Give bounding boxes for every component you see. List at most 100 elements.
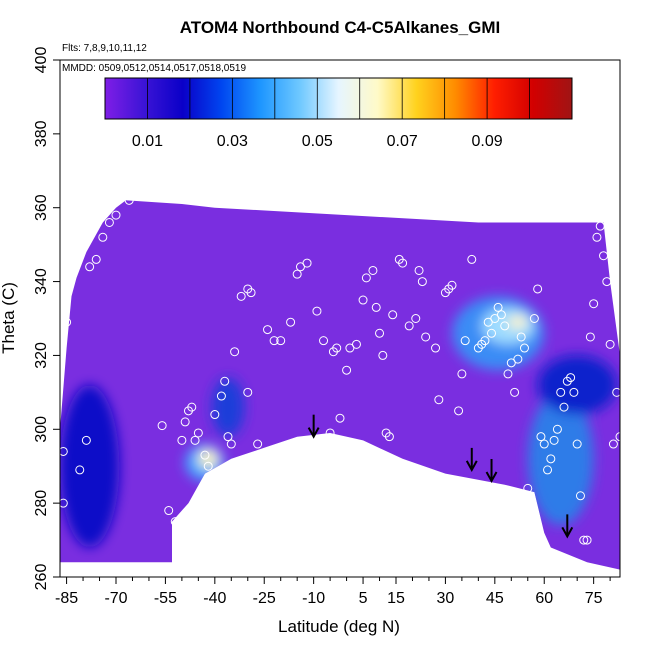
chart-title: ATOM4 Northbound C4-C5Alkanes_GMI — [180, 18, 501, 37]
field-patches — [60, 296, 617, 548]
field-patch — [198, 449, 219, 469]
sample-point — [104, 217, 114, 227]
y-tick-label: 380 — [33, 120, 50, 147]
sample-point — [523, 483, 533, 493]
sample-point — [533, 284, 543, 294]
sample-point — [457, 369, 467, 379]
x-tick-label: -85 — [55, 590, 78, 607]
sample-point — [193, 428, 203, 438]
sample-point — [351, 339, 361, 349]
x-tick-label: -70 — [104, 590, 127, 607]
sample-point — [579, 535, 589, 545]
y-tick-label: 340 — [33, 268, 50, 295]
sample-point — [60, 498, 68, 508]
sample-point — [559, 402, 569, 412]
sample-points — [60, 195, 620, 545]
x-tick-label: 30 — [437, 590, 455, 607]
x-tick-label: 5 — [359, 590, 368, 607]
sample-point — [510, 387, 520, 397]
sample-point — [575, 491, 585, 501]
sample-point — [85, 262, 95, 272]
sample-point — [615, 432, 620, 442]
colorbar-tick-label: 0.03 — [217, 133, 248, 150]
x-axis-label: Latitude (deg N) — [278, 617, 400, 636]
y-tick-label: 400 — [33, 47, 50, 74]
sample-point — [595, 221, 605, 231]
sample-point — [253, 439, 263, 449]
sample-point — [358, 295, 368, 305]
sample-point — [546, 454, 556, 464]
sample-point — [243, 387, 253, 397]
sample-point — [342, 365, 352, 375]
x-tick-label: -25 — [253, 590, 276, 607]
arrow-marker — [485, 458, 498, 484]
colorbar-tick-label: 0.07 — [387, 133, 418, 150]
sample-point — [187, 402, 197, 412]
y-tick-label: 260 — [33, 564, 50, 591]
sample-point — [361, 273, 371, 283]
colorbar-tick-label: 0.05 — [302, 133, 333, 150]
sample-point — [302, 258, 312, 268]
sample-point — [226, 439, 236, 449]
sample-point — [589, 299, 599, 309]
sample-point — [421, 332, 431, 342]
sample-point — [81, 435, 91, 445]
sample-point — [375, 328, 385, 338]
sample-point — [210, 410, 220, 420]
sample-point — [157, 421, 167, 431]
sample-point — [378, 350, 388, 360]
sample-point — [319, 336, 329, 346]
contour-field — [60, 200, 620, 570]
x-tick-label: -55 — [154, 590, 177, 607]
x-tick-label: 60 — [535, 590, 553, 607]
field-patch — [527, 392, 594, 526]
sample-point — [529, 314, 539, 323]
sample-point — [496, 310, 506, 320]
sample-point — [203, 461, 213, 471]
sample-point — [585, 332, 595, 342]
y-tick-label: 280 — [33, 490, 50, 517]
arrow-marker — [465, 447, 478, 472]
y-tick-label: 360 — [33, 194, 50, 221]
sample-point — [220, 376, 230, 386]
sample-point — [170, 517, 180, 527]
sample-point — [592, 232, 602, 242]
sample-point — [612, 387, 620, 397]
sample-point — [490, 314, 500, 323]
x-tick-label: 75 — [585, 590, 603, 607]
sample-point — [519, 343, 529, 353]
sample-point — [417, 277, 427, 287]
sample-point — [75, 465, 85, 475]
field-patch — [211, 377, 245, 437]
sample-point — [487, 328, 497, 338]
x-tick-label: -40 — [203, 590, 226, 607]
arrow-marker — [307, 414, 320, 439]
sample-point — [335, 413, 345, 423]
sample-point — [582, 535, 592, 545]
sample-point — [411, 314, 421, 323]
sample-point — [599, 251, 609, 261]
sample-point — [91, 254, 101, 264]
field-area — [60, 200, 620, 570]
sample-point — [398, 258, 408, 268]
y-axis-label: Theta (C) — [0, 282, 18, 354]
sample-point — [263, 325, 273, 335]
sample-point — [552, 424, 562, 434]
sample-point — [602, 277, 612, 287]
sample-point — [460, 336, 470, 346]
sample-point — [269, 336, 279, 346]
sample-point — [295, 262, 305, 272]
colorbar-tick-label: 0.01 — [132, 133, 163, 150]
sample-point — [526, 509, 536, 519]
sample-point — [180, 417, 190, 427]
sample-point — [276, 336, 286, 346]
colorbar-gradient — [105, 78, 572, 119]
sample-point — [556, 387, 566, 397]
field-patch — [60, 384, 120, 548]
sample-point — [569, 387, 579, 397]
sample-point — [543, 465, 553, 475]
sample-point — [236, 291, 246, 301]
sample-point — [434, 395, 444, 405]
sample-point — [345, 343, 355, 353]
